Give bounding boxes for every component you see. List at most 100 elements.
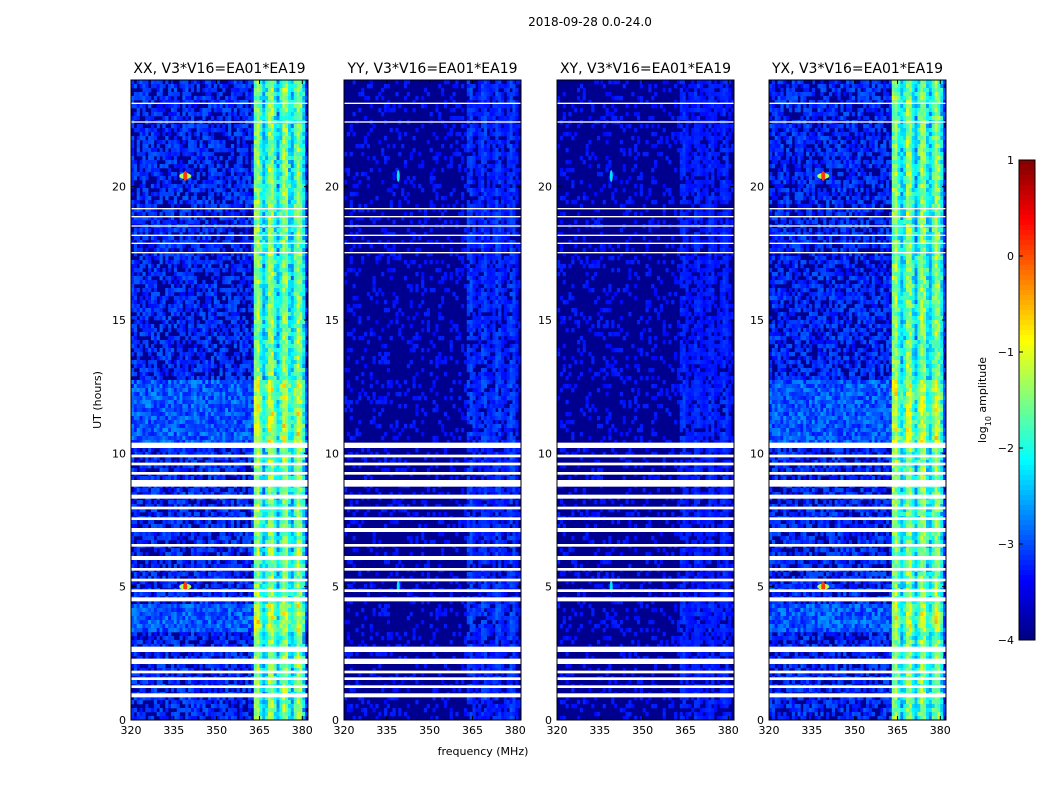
heatmap-cell [179,404,183,409]
heatmap-cell [162,404,166,409]
heatmap-cell [190,440,195,445]
heatmap-cell [159,352,163,357]
heatmap-cell [299,108,303,113]
heatmap-cell [233,336,237,341]
heatmap-cell [239,112,243,117]
heatmap-cell [205,384,209,389]
heatmap-cell [196,384,200,389]
heatmap-cell [265,100,269,105]
heatmap-cell [239,132,243,137]
heatmap-cell [268,188,272,193]
heatmap-cell [233,248,237,253]
heatmap-cell [299,380,303,385]
heatmap-cell [296,352,300,357]
heatmap-cell [259,260,263,265]
heatmap-cell [276,160,280,165]
heatmap-cell [213,268,217,273]
heatmap-cell [159,412,163,417]
heatmap-cell [285,188,289,193]
heatmap-cell [273,116,277,121]
heatmap-cell [185,356,189,361]
heatmap-cell [296,356,300,361]
heatmap-cell [153,400,157,405]
heatmap-cell [222,256,226,261]
heatmap-cell [282,424,286,429]
heatmap-cell [248,392,252,397]
heatmap-cell [230,276,235,281]
heatmap-cell [248,380,252,385]
heatmap-cell [242,368,246,373]
heatmap-cell [273,356,277,361]
heatmap-cell [199,384,203,389]
heatmap-cell [273,124,277,129]
heatmap-cell [270,124,275,129]
heatmap-cell [259,428,263,433]
heatmap-cell [173,404,177,409]
heatmap-cell [285,312,289,317]
heatmap-cell [265,244,269,249]
heatmap-cell [285,200,289,205]
heatmap-cell [228,304,232,309]
heatmap-cell [299,124,303,129]
heatmap-cell [242,404,246,409]
heatmap-cell [176,260,180,265]
heatmap-cell [262,376,266,381]
heatmap-cell [185,456,189,461]
heatmap-cell [213,412,217,417]
heatmap-cell [199,324,203,329]
heatmap-cell [273,252,277,257]
heatmap-cell [250,368,255,373]
heatmap-cell [253,448,257,453]
heatmap-cell [236,404,240,409]
heatmap-cell [253,156,257,161]
heatmap-cell [288,176,292,181]
heatmap-cell [188,180,192,185]
heatmap-cell [268,400,272,405]
heatmap-cell [136,312,140,317]
heatmap-cell [253,284,257,289]
heatmap-cell [213,324,217,329]
heatmap-cell [279,276,283,281]
heatmap-cell [136,384,140,389]
heatmap-cell [262,200,266,205]
heatmap-cell [262,452,266,457]
heatmap-cell [196,132,200,137]
heatmap-cell [162,476,166,481]
heatmap-cell [279,272,283,277]
heatmap-cell [199,380,203,385]
heatmap-cell [259,172,263,177]
heatmap-cell [142,264,146,269]
heatmap-cell [270,208,275,213]
heatmap-cell [253,296,257,301]
heatmap-cell [270,436,275,441]
heatmap-cell [185,252,189,257]
heatmap-cell [136,192,140,197]
heatmap-cell [262,256,266,261]
heatmap-cell [145,416,149,421]
heatmap-cell [145,252,149,257]
heatmap-cell [153,164,157,169]
heatmap-cell [293,324,297,329]
heatmap-cell [245,208,249,213]
heatmap-cell [268,156,272,161]
heatmap-cell [296,408,300,413]
heatmap-cell [270,196,275,201]
heatmap-cell [302,228,306,233]
heatmap-cell [133,408,137,413]
heatmap-cell [253,128,257,133]
heatmap-cell [262,132,266,137]
heatmap-cell [142,380,146,385]
heatmap-cell [265,400,269,405]
heatmap-cell [168,160,172,165]
heatmap-cell [173,264,177,269]
heatmap-cell [145,148,149,153]
heatmap-cell [270,464,275,469]
heatmap-cell [245,400,249,405]
heatmap-cell [202,400,206,405]
heatmap-cell [305,152,308,157]
heatmap-cell [225,220,229,225]
heatmap-cell [262,432,266,437]
heatmap-cell [133,384,137,389]
heatmap-cell [188,220,192,225]
heatmap-cell [290,136,295,141]
